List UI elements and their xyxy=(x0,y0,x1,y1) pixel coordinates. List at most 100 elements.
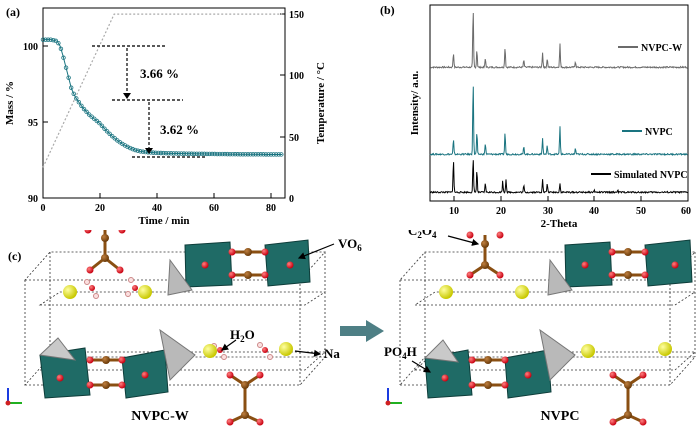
mass-point xyxy=(133,147,138,153)
right-oxalate-groups xyxy=(469,235,645,424)
mass-point xyxy=(176,151,182,156)
mass-point xyxy=(266,152,271,157)
mass-point xyxy=(48,37,53,42)
panel-c-label: (c) xyxy=(8,249,21,263)
mass-point xyxy=(235,152,240,157)
mass-point xyxy=(61,55,66,60)
mass-point xyxy=(84,109,89,115)
mass-point xyxy=(71,91,76,97)
mass-point xyxy=(232,152,238,157)
panel-b-legend-text: NVPC xyxy=(645,127,673,138)
mass-point xyxy=(63,65,69,70)
mass-point xyxy=(220,151,225,157)
mass-point xyxy=(273,152,279,157)
mass-point xyxy=(163,150,169,156)
mass-point xyxy=(86,112,92,117)
mass-point xyxy=(158,150,164,156)
panel-a-chart: (a) 90 95 100 0 50 100 150 0 20 40 60 80… xyxy=(4,5,327,227)
mass-point xyxy=(186,151,192,156)
mass-point xyxy=(127,145,133,151)
panel-a-xlabel: Time / min xyxy=(138,215,189,227)
panel-b-xtick: 60 xyxy=(681,206,691,217)
mass-point xyxy=(263,152,269,157)
label-vo6: VO6 xyxy=(297,236,362,260)
panel-b-series-nvpc-w xyxy=(429,12,689,70)
mass-point xyxy=(207,151,212,157)
mass-point xyxy=(81,106,87,112)
mass-point xyxy=(212,151,217,157)
mass-point xyxy=(202,151,207,157)
mass-point xyxy=(238,152,243,157)
panel-b-chart: (b) 10 20 30 40 50 60 2-Theta Intensity/… xyxy=(380,3,691,230)
label-po4h: PO4H xyxy=(384,344,432,373)
panel-a-xtick: 60 xyxy=(209,203,219,214)
left-carbon-atoms xyxy=(101,234,252,419)
panel-a-y2tick: 150 xyxy=(289,10,304,21)
mass-point xyxy=(56,40,61,46)
right-axis-triad xyxy=(385,388,402,406)
panel-a-xtick: 20 xyxy=(95,203,105,214)
panel-a-y2-ticks: 0 50 100 150 xyxy=(280,10,304,205)
panel-a-y2label: Temperature / °C xyxy=(315,62,327,144)
svg-text:PO4H: PO4H xyxy=(384,344,417,361)
panel-a-y2tick: 0 xyxy=(289,194,294,205)
mass-point xyxy=(112,136,117,141)
panel-b-label: (b) xyxy=(380,3,395,17)
mass-point xyxy=(253,152,258,157)
mass-point xyxy=(194,151,199,156)
transformation-arrow xyxy=(340,320,384,342)
left-caption: NVPC-W xyxy=(131,409,189,424)
panel-b-plot-frame xyxy=(429,4,689,202)
right-octahedra-top xyxy=(547,239,693,296)
mass-point xyxy=(215,151,220,157)
panel-a-temperature-line xyxy=(42,13,283,168)
mass-point xyxy=(161,150,166,156)
mass-point xyxy=(191,151,197,156)
mass-point xyxy=(76,100,82,105)
panel-a-ytick: 95 xyxy=(28,118,38,129)
mass-point xyxy=(189,151,194,156)
panel-a-x-ticks: 0 20 40 60 80 xyxy=(41,193,276,214)
mass-point xyxy=(230,151,235,157)
panel-a-plot-frame xyxy=(42,7,286,199)
panel-a-y2tick: 50 xyxy=(289,133,299,144)
left-oxygen-atoms xyxy=(56,230,294,426)
mass-point xyxy=(166,151,171,156)
right-carbon-atoms xyxy=(481,240,632,419)
panel-b-legend-nvpc-w: NVPC-W xyxy=(618,43,682,54)
mass-point xyxy=(125,144,130,150)
svg-text:H2O: H2O xyxy=(230,327,255,344)
panel-b-xtick: 50 xyxy=(636,206,646,217)
panel-a-y2tick: 100 xyxy=(289,71,304,82)
panel-c-structure: (c) xyxy=(5,230,697,426)
mass-point xyxy=(40,37,46,42)
panel-b-legend-simulated: Simulated NVPC xyxy=(591,170,688,181)
mass-point xyxy=(245,152,251,157)
mass-point xyxy=(261,152,266,157)
mass-point xyxy=(199,151,205,157)
mass-point xyxy=(276,152,281,157)
mass-point xyxy=(97,120,102,126)
mass-point xyxy=(140,149,146,154)
panel-b-legend-nvpc: NVPC xyxy=(622,127,673,138)
mass-point xyxy=(250,152,256,157)
left-axis-triad xyxy=(5,388,22,406)
panel-b-xtick: 40 xyxy=(589,206,599,217)
mass-point xyxy=(179,151,184,156)
mass-point xyxy=(102,126,107,131)
panel-a-xtick: 0 xyxy=(41,203,46,214)
mass-point xyxy=(171,151,176,156)
mass-point xyxy=(256,152,261,157)
panel-b-legend-text: NVPC-W xyxy=(641,43,682,54)
mass-point xyxy=(58,46,64,52)
mass-point xyxy=(150,150,156,155)
label-c2o4: C2O4 xyxy=(408,230,480,246)
mass-point xyxy=(204,151,210,157)
mass-point xyxy=(243,152,248,157)
panel-b-xlabel: 2-Theta xyxy=(541,218,578,230)
mass-point xyxy=(74,96,79,101)
right-sodium-atoms xyxy=(439,285,672,358)
mass-point xyxy=(104,129,110,134)
mass-point xyxy=(279,152,284,157)
svg-text:VO6: VO6 xyxy=(338,236,362,253)
